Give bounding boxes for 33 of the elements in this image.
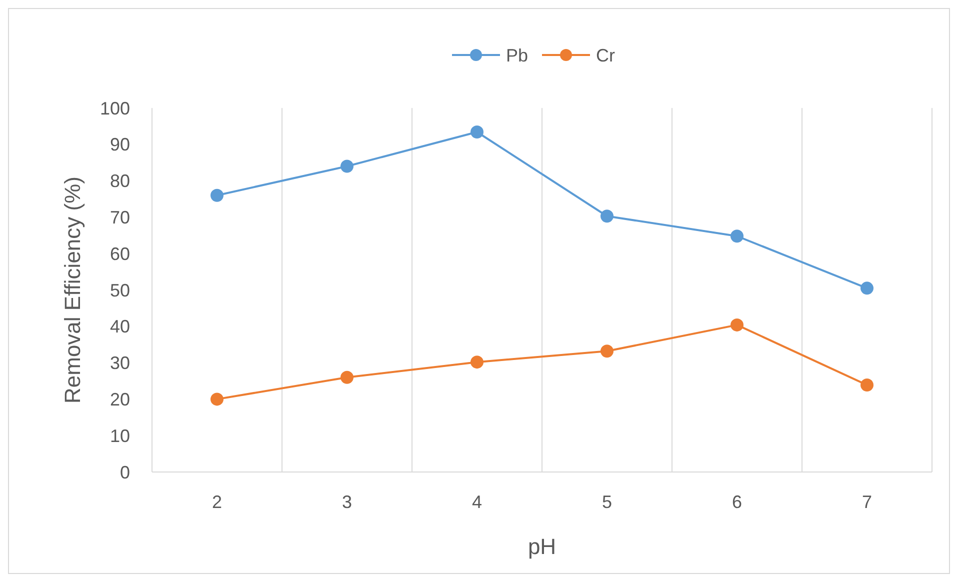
x-tick-label: 2 [212, 492, 222, 512]
point [600, 210, 614, 223]
point [210, 392, 224, 406]
y-tick-label: 60 [110, 244, 130, 264]
y-tick-label: 0 [120, 462, 130, 482]
point [860, 378, 874, 392]
y-tick-label: 90 [110, 134, 130, 155]
x-tick-label: 3 [342, 492, 352, 512]
y-tick-label: 40 [110, 316, 130, 337]
point [730, 230, 744, 243]
x-tick-label: 4 [472, 492, 482, 512]
point [340, 370, 354, 384]
y-tick-label: 30 [110, 353, 130, 374]
y-tick-label: 100 [100, 98, 130, 118]
legend-label: Cr [596, 45, 615, 66]
y-tick-label: 70 [110, 208, 130, 228]
y-axis-title: Removal Efficiency (%) [60, 176, 85, 404]
x-tick-label: 6 [732, 492, 742, 512]
y-tick-label: 10 [110, 426, 130, 446]
point [860, 282, 874, 295]
point [730, 318, 744, 332]
y-tick-label: 80 [110, 171, 130, 192]
legend-label: Pb [506, 45, 528, 66]
point [340, 160, 354, 173]
point [210, 188, 224, 202]
y-tick-label: 50 [110, 280, 130, 300]
point [470, 356, 484, 369]
x-tick-label: 5 [602, 492, 612, 512]
point [470, 126, 484, 139]
x-tick-label: 7 [862, 492, 872, 512]
x-axis-title: pH [528, 534, 556, 559]
point [600, 344, 614, 358]
y-tick-label: 20 [110, 390, 130, 410]
